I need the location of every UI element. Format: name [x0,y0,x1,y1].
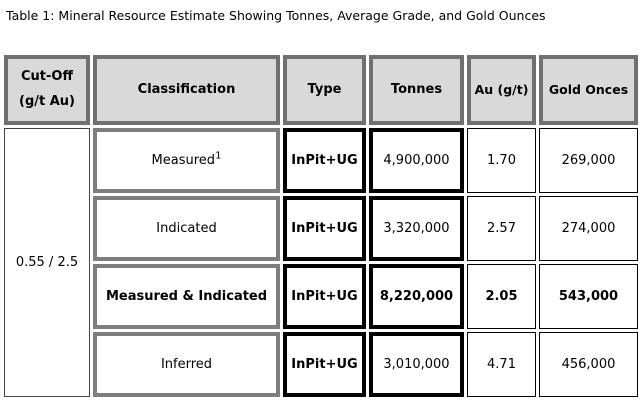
tonnes-cell: 4,900,000 [369,128,464,193]
header-classification: Classification [93,55,280,125]
tonnes-cell: 3,320,000 [369,196,464,261]
header-gold-ounces: Gold Onces [539,55,638,125]
classification-cell: Measured1 [93,128,280,193]
au-grade-cell: 4.71 [467,332,536,397]
header-cutoff: Cut-Off (g/t Au) [4,55,90,125]
classification-cell: Measured & Indicated [93,264,280,329]
table-row-measured: 0.55 / 2.5 Measured1 InPit+UG 4,900,000 … [4,128,638,397]
cutoff-value-cell: 0.55 / 2.5 [4,128,90,397]
header-tonnes: Tonnes [369,55,464,125]
header-cutoff-line2: (g/t Au) [19,94,75,109]
type-cell: InPit+UG [283,332,366,397]
classification-label: Measured [151,153,216,168]
tonnes-cell: 3,010,000 [369,332,464,397]
header-au-grade: Au (g/t) [467,55,536,125]
table-row-indicated: Indicated InPit+UG 3,320,000 2.57 274,00… [4,196,638,261]
table-title: Table 1: Mineral Resource Estimate Showi… [6,8,546,23]
table-row-inferred: Inferred InPit+UG 3,010,000 4.71 456,000 [4,332,638,397]
footnote-superscript: 1 [215,150,222,162]
mineral-resource-table: Cut-Off (g/t Au) Classification Type Ton… [1,52,641,400]
gold-ounces-cell: 456,000 [539,332,638,397]
gold-ounces-cell: 269,000 [539,128,638,193]
header-cutoff-line1: Cut-Off [21,69,73,85]
classification-cell: Indicated [93,196,280,261]
classification-cell: Inferred [93,332,280,397]
au-grade-cell: 2.05 [467,264,536,329]
classification-label: Indicated [156,221,217,236]
header-type: Type [283,55,366,125]
type-cell: InPit+UG [283,196,366,261]
gold-ounces-cell: 543,000 [539,264,638,329]
classification-label: Measured & Indicated [105,289,268,304]
type-cell: InPit+UG [283,128,366,193]
header-row: Cut-Off (g/t Au) Classification Type Ton… [4,55,638,125]
tonnes-cell: 8,220,000 [369,264,464,329]
au-grade-cell: 1.70 [467,128,536,193]
classification-label: Inferred [160,357,213,372]
type-cell: InPit+UG [283,264,366,329]
table-row-measured-indicated: Measured & Indicated InPit+UG 8,220,000 … [4,264,638,329]
au-grade-cell: 2.57 [467,196,536,261]
gold-ounces-cell: 274,000 [539,196,638,261]
